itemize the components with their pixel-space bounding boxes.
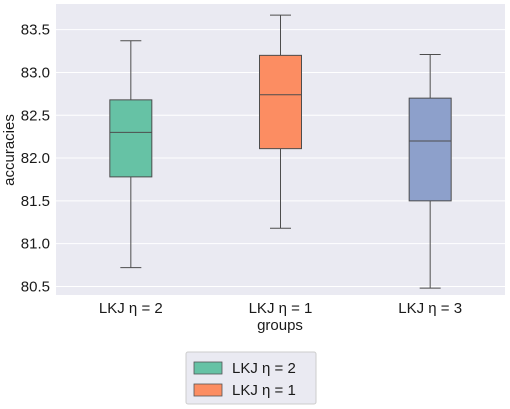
legend-label-lkj-2: LKJ η = 2: [232, 360, 296, 377]
y-tick-label: 82.0: [21, 150, 50, 167]
box-group: [109, 40, 153, 269]
box-body: [408, 97, 452, 202]
legend: LKJ η = 2 LKJ η = 1: [185, 351, 317, 405]
y-tick-label: 80.5: [21, 278, 50, 295]
x-tick-label: LKJ η = 3: [398, 300, 462, 317]
x-tick-label: LKJ η = 1: [249, 300, 313, 317]
legend-swatch-lkj-1: [193, 383, 223, 397]
y-tick-labels: 80.5 81.0 81.5 82.0 82.5 83.0 83.5: [21, 22, 50, 296]
box-body: [259, 54, 302, 150]
y-tick-label: 82.5: [21, 107, 50, 124]
box-group: [408, 53, 452, 289]
y-tick-label: 83.0: [21, 64, 50, 81]
x-tick-labels: LKJ η = 2 LKJ η = 1 LKJ η = 3: [99, 300, 462, 317]
y-axis-title: accuracies: [1, 114, 18, 186]
legend-swatch-lkj-2: [193, 361, 223, 375]
box-group: [259, 14, 302, 229]
y-tick-label: 81.0: [21, 236, 50, 253]
x-axis-title: groups: [257, 317, 303, 334]
legend-label-lkj-1: LKJ η = 1: [232, 382, 296, 399]
boxes: [109, 14, 452, 289]
box-body: [109, 99, 153, 178]
x-tick-label: LKJ η = 2: [99, 300, 163, 317]
y-tick-label: 81.5: [21, 193, 50, 210]
y-tick-label: 83.5: [21, 22, 50, 39]
